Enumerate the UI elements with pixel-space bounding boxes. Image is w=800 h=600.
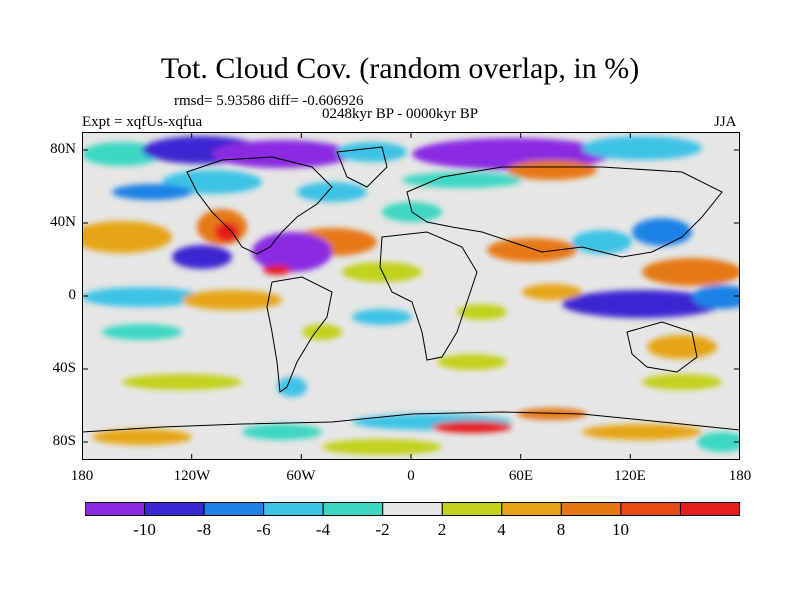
colorbar-swatch-7 [501,502,562,516]
x-tick-label-0: 0 [407,468,415,484]
y-tick-label-80n: 80N [50,141,76,157]
y-tick-label-40s: 40S [52,360,76,376]
colorbar-swatch-0 [85,502,146,516]
x-tick-label-180e: 180 [728,468,752,484]
x-tick-label-60w: 60W [286,468,316,484]
colorbar-swatch-1 [144,502,205,516]
plot-title: Tot. Cloud Cov. (random overlap, in %) [160,52,640,85]
colorbar-label-minus2: -2 [375,520,390,539]
x-tick-label-60e: 60E [508,468,534,484]
colorbar-swatch-3 [263,502,324,516]
colorbar-swatch-5 [382,502,443,516]
rmsd-diff-stats: rmsd= 5.93586 diff= -0.606926 [174,93,364,109]
colorbar-label-10: 10 [612,520,629,539]
colorbar-label-minus8: -8 [196,520,212,539]
colorbar-swatch-2 [203,502,265,516]
y-tick-label-0: 0 [68,287,77,303]
colorbar-swatch-6 [441,502,503,516]
colorbar-label-2: 2 [437,520,447,539]
colorbar-label-minus4: -4 [315,520,331,539]
colorbar-swatch-9 [620,502,681,516]
colorbar-label-minus10: -10 [133,520,156,539]
cloud-cover-anomaly-map [82,132,740,460]
colorbar-swatch-10 [679,502,740,516]
colorbar-label-4: 4 [497,520,506,539]
colorbar-swatch-8 [560,502,622,516]
x-tick-label-120w: 120W [173,468,211,484]
experiment-label: Expt = xqfUs-xqfua [82,114,203,130]
y-tick-label-40n: 40N [50,214,76,230]
colorbar-label-8: 8 [556,520,566,539]
colorbar-swatch-4 [322,502,384,516]
season-label: JJA [714,114,737,130]
coastlines [82,146,740,433]
y-tick-label-80s: 80S [52,433,76,449]
y-ticks [82,149,740,443]
colorbar [85,502,740,516]
x-tick-label-180w: 180 [70,468,94,484]
anomaly-field [82,136,740,455]
colorbar-label-minus6: -6 [256,520,271,539]
x-ticks [191,132,631,460]
x-tick-label-120e: 120E [614,468,646,484]
time-period-label: 0248kyr BP - 0000kyr BP [322,106,479,122]
